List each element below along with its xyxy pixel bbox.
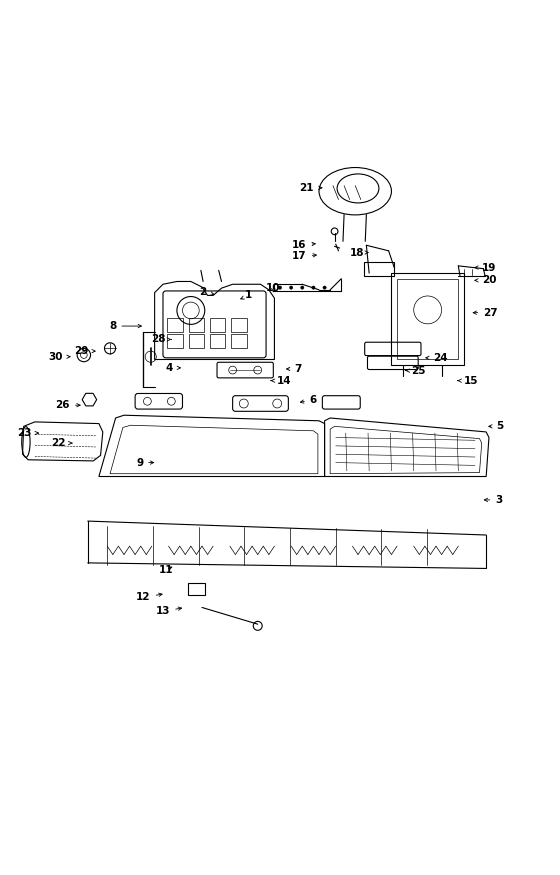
Text: 19: 19	[475, 262, 496, 272]
Text: 11: 11	[158, 564, 173, 575]
Bar	[210, 318, 225, 332]
Circle shape	[332, 228, 338, 234]
Circle shape	[312, 286, 315, 290]
Circle shape	[301, 286, 304, 290]
Text: 23: 23	[17, 428, 39, 438]
Bar	[363, 262, 394, 276]
Bar	[231, 318, 246, 332]
Text: 29: 29	[74, 346, 95, 356]
Text: 25: 25	[405, 366, 426, 375]
Bar	[167, 318, 183, 332]
Text: 2: 2	[199, 286, 214, 297]
Text: 18: 18	[349, 248, 368, 257]
Bar	[391, 273, 464, 365]
Text: 3: 3	[484, 495, 503, 505]
Circle shape	[290, 286, 293, 290]
Bar	[189, 318, 204, 332]
Text: 28: 28	[151, 334, 171, 345]
Text: 16: 16	[292, 240, 315, 249]
Bar	[189, 334, 204, 348]
Bar	[210, 334, 225, 348]
Bar	[397, 279, 458, 360]
Text: 6: 6	[300, 395, 317, 404]
Text: 26: 26	[55, 400, 80, 410]
Text: 9: 9	[136, 458, 153, 467]
Text: 17: 17	[292, 251, 316, 262]
Circle shape	[323, 286, 326, 290]
Text: 30: 30	[49, 352, 70, 361]
Bar	[231, 334, 246, 348]
Text: 14: 14	[271, 375, 291, 386]
Text: 7: 7	[287, 364, 302, 374]
Text: 21: 21	[300, 183, 322, 192]
Text: 12: 12	[136, 592, 162, 602]
Text: 13: 13	[156, 606, 181, 616]
Text: 10: 10	[266, 284, 281, 293]
Text: 27: 27	[473, 308, 498, 318]
Text: 8: 8	[109, 321, 142, 331]
Text: 1: 1	[241, 290, 253, 300]
Text: 5: 5	[489, 422, 504, 431]
Text: 15: 15	[458, 375, 478, 386]
Text: 22: 22	[52, 438, 72, 448]
Bar	[188, 584, 205, 595]
Circle shape	[278, 286, 282, 290]
Text: 24: 24	[426, 353, 448, 363]
Bar	[167, 334, 183, 348]
Text: 4: 4	[166, 363, 180, 373]
Text: 20: 20	[475, 276, 496, 285]
